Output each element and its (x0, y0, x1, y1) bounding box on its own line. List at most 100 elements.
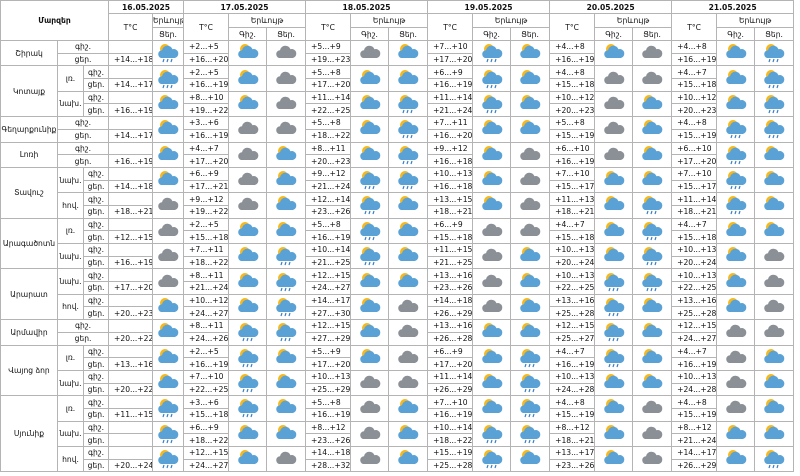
weather-icon (481, 69, 502, 88)
temperature: +12...+15 (183, 446, 230, 460)
icon-cell (350, 242, 390, 270)
weather-icon (481, 44, 502, 63)
time-label: ցեր. (82, 255, 110, 270)
region-name: Արարատ (0, 268, 58, 321)
temperature: +17...+20 (108, 281, 154, 295)
temperature: +6...+9 (427, 217, 474, 232)
data-row: Արմավիր գիշ. +8...+11 +12...+15 +13...+16 +12… (0, 319, 795, 346)
weather-icon (725, 350, 746, 363)
temperature: +25...+27 (549, 331, 596, 346)
temperature: +15...+19 (549, 407, 596, 422)
temp-label: T°C (671, 13, 718, 41)
temperature: +3...+6 (183, 116, 230, 130)
weather-icon (764, 424, 785, 439)
weather-icon (481, 145, 502, 160)
temperature: +22...+25 (305, 103, 352, 118)
weather-icon (520, 272, 541, 287)
temperature: +20...+23 (671, 103, 718, 118)
icon-cell (632, 116, 673, 143)
temperature (108, 433, 154, 447)
time-label: ցեր. (82, 357, 110, 371)
temperature (108, 166, 154, 181)
phenomenon-label: Երևույթ (716, 13, 795, 28)
icon-cell (350, 39, 390, 67)
temperature: +7...+10 (427, 395, 474, 409)
icon-cell (472, 369, 512, 397)
icon-cell (350, 192, 390, 219)
icon-cell (266, 445, 307, 473)
weather-icon (725, 375, 746, 389)
icon-cell (632, 166, 673, 194)
day-label: Ցեր. (510, 27, 551, 41)
weather-icon (276, 145, 297, 160)
region-name: Արագածոտն (0, 217, 58, 270)
day-label: Ցեր. (266, 27, 307, 41)
temperature: +20...+23 (305, 154, 352, 168)
temperature: +10...+13 (549, 268, 596, 283)
icon-cell (632, 319, 673, 346)
temp-label: T°C (183, 13, 230, 41)
temperature: +23...+26 (427, 281, 474, 295)
temperature: +19...+22 (183, 204, 230, 219)
temperature: +18...+21 (427, 204, 474, 219)
weather-icon (764, 374, 785, 389)
temperature: +13...+16 (549, 293, 596, 308)
temperature (108, 192, 154, 206)
temperature (108, 243, 154, 257)
weather-icon (276, 323, 297, 342)
icon-cell (754, 319, 795, 346)
temperature: +12...+15 (549, 319, 596, 333)
temperature: +16...+19 (183, 357, 230, 371)
temperature: +14...+17 (671, 446, 718, 460)
icon-cell (388, 268, 429, 295)
temperature: +20...+24 (108, 458, 154, 473)
temperature: +13...+17 (549, 446, 596, 460)
icon-cell (594, 217, 634, 245)
temperature: +18...+22 (183, 433, 230, 447)
weather-icon (642, 348, 663, 363)
weather-icon (603, 348, 624, 367)
weather-icon (725, 221, 746, 236)
data-row: նախ. գիշ. +7...+11 +10...+14 +11...+15 +10...… (1, 242, 795, 270)
weather-icon (764, 44, 785, 63)
temperature: +10...+13 (305, 369, 352, 384)
weather-icon (603, 374, 624, 389)
weather-icon (158, 198, 179, 211)
icon-cell (716, 445, 756, 473)
temperature (108, 217, 154, 232)
weather-icon (359, 94, 380, 109)
weather-icon (725, 171, 746, 190)
zone-name: հով. (57, 192, 84, 219)
weather-icon (520, 374, 541, 393)
weather-icon (276, 424, 297, 439)
weather-icon (520, 450, 541, 465)
icon-cell (510, 116, 551, 143)
icon-cell (594, 39, 634, 67)
temperature: +11...+14 (427, 90, 474, 105)
icon-cell (754, 116, 795, 143)
icon-cell (632, 65, 673, 92)
weather-icon (603, 424, 624, 439)
weather-icon (481, 248, 502, 262)
icon-cell (388, 369, 429, 397)
temperature: +26...+29 (427, 306, 474, 321)
temperature: +11...+15 (427, 243, 474, 257)
temperature: +15...+18 (427, 230, 474, 244)
weather-icon (276, 297, 297, 317)
temperature: +22...+25 (549, 281, 596, 295)
icon-cell (388, 293, 429, 321)
weather-icon (603, 122, 624, 135)
temperature: +24...+28 (549, 382, 596, 397)
temperature: +17...+20 (671, 154, 718, 168)
temperature: +4...+8 (549, 395, 596, 409)
weather-icon (276, 247, 297, 266)
temperature: +10...+12 (671, 90, 718, 105)
temperature (108, 369, 154, 384)
icon-cell (716, 242, 756, 270)
phenomenon-label: Երևույթ (472, 13, 551, 28)
time-label: գիշ. (82, 369, 110, 384)
weather-icon (764, 145, 785, 160)
temperature (108, 141, 154, 156)
temperature (108, 446, 154, 460)
icon-cell (754, 39, 795, 67)
